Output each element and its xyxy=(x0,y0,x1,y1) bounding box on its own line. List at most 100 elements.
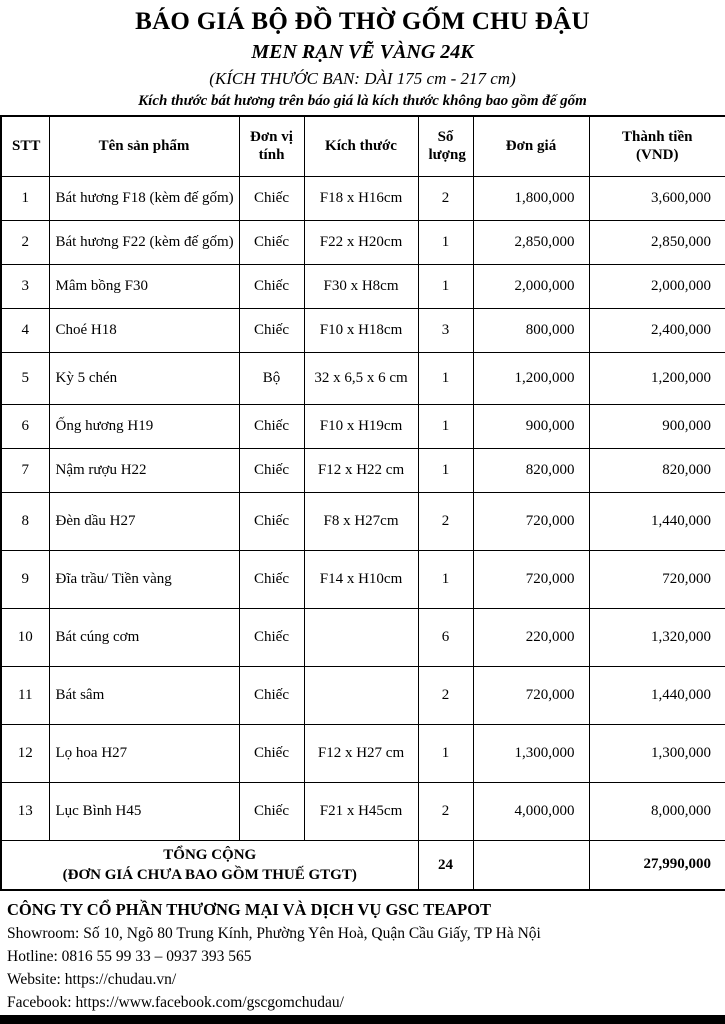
cell-unit: Chiếc xyxy=(238,665,305,725)
table-row: 8 Đèn dầu H27 Chiếc F8 x H27cm 2 720,000 1,440… xyxy=(0,491,725,551)
disclaimer-note: Kích thước bát hương trên báo giá là kíc… xyxy=(138,93,587,109)
cell-name: Bát sâm xyxy=(48,665,240,725)
company-contact-lines: Showroom: Số 10, Ngõ 80 Trung Kính, Phườ… xyxy=(7,922,719,1014)
cell-size: F14 x H10cm xyxy=(303,549,419,609)
cell-name: Ống hương H19 xyxy=(48,403,240,449)
total-quantity: 24 xyxy=(417,839,474,891)
table-row: 2 Bát hương F22 (kèm đế gốm) Chiếc F22 x H2… xyxy=(0,219,725,265)
cell-stt: 6 xyxy=(0,403,50,449)
bottom-border-bar xyxy=(0,1015,725,1024)
cell-unit_price: 220,000 xyxy=(472,607,590,667)
total-label-line1: TỔNG CỘNG xyxy=(163,846,257,863)
cell-unit_price: 900,000 xyxy=(472,403,590,449)
table-row: 10 Bát cúng cơm Chiếc 6 220,000 1,320,000 xyxy=(0,607,725,667)
cell-name: Lọ hoa H27 xyxy=(48,723,240,783)
cell-total: 8,000,000 xyxy=(588,781,725,841)
table-row: 12 Lọ hoa H27 Chiếc F12 x H27 cm 1 1,300,000 1… xyxy=(0,723,725,783)
cell-total: 1,320,000 xyxy=(588,607,725,667)
cell-qty: 1 xyxy=(417,447,474,493)
cell-name: Đèn dầu H27 xyxy=(48,491,240,551)
size-note: (KÍCH THƯỚC BAN: DÀI 175 cm - 217 cm) xyxy=(209,69,516,88)
cell-total: 1,440,000 xyxy=(588,665,725,725)
cell-qty: 3 xyxy=(417,307,474,353)
cell-stt: 1 xyxy=(0,175,50,221)
cell-stt: 5 xyxy=(0,351,50,405)
table-row: 3 Mâm bồng F30 Chiếc F30 x H8cm 1 2,000,000 2,… xyxy=(0,263,725,309)
cell-qty: 1 xyxy=(417,263,474,309)
cell-name: Đĩa trầu/ Tiền vàng xyxy=(48,549,240,609)
cell-unit: Chiếc xyxy=(238,781,305,841)
footer-line: Showroom: Số 10, Ngõ 80 Trung Kính, Phườ… xyxy=(7,925,541,942)
cell-qty: 1 xyxy=(417,403,474,449)
cell-unit_price: 720,000 xyxy=(472,665,590,725)
cell-total: 900,000 xyxy=(588,403,725,449)
cell-stt: 8 xyxy=(0,491,50,551)
table-row: 5 Kỳ 5 chén Bộ 32 x 6,5 x 6 cm 1 1,200,000 1,2… xyxy=(0,351,725,405)
cell-size: F10 x H18cm xyxy=(303,307,419,353)
cell-stt: 11 xyxy=(0,665,50,725)
cell-name: Bát hương F22 (kèm đế gốm) xyxy=(48,219,240,265)
cell-name: Choé H18 xyxy=(48,307,240,353)
cell-size: F22 x H20cm xyxy=(303,219,419,265)
cell-qty: 1 xyxy=(417,549,474,609)
cell-unit_price: 1,800,000 xyxy=(472,175,590,221)
cell-name: Bát hương F18 (kèm đế gốm) xyxy=(48,175,240,221)
cell-unit: Chiếc xyxy=(238,549,305,609)
page-subtitle: MEN RẠN VẼ VÀNG 24K xyxy=(251,41,474,63)
cell-unit_price: 800,000 xyxy=(472,307,590,353)
cell-size: F30 x H8cm xyxy=(303,263,419,309)
cell-name: Nậm rượu H22 xyxy=(48,447,240,493)
cell-unit_price: 4,000,000 xyxy=(472,781,590,841)
cell-qty: 1 xyxy=(417,723,474,783)
price-table: STT Tên sản phẩm Đơn vị tính Kích thước Số l… xyxy=(0,115,725,891)
cell-size: F8 x H27cm xyxy=(303,491,419,551)
total-row: TỔNG CỘNG (ĐƠN GIÁ CHƯA BAO GỒM THUẾ GTG… xyxy=(0,839,725,891)
cell-unit_price: 2,000,000 xyxy=(472,263,590,309)
cell-unit_price: 2,850,000 xyxy=(472,219,590,265)
cell-qty: 2 xyxy=(417,665,474,725)
cell-unit_price: 1,300,000 xyxy=(472,723,590,783)
cell-stt: 13 xyxy=(0,781,50,841)
cell-name: Mâm bồng F30 xyxy=(48,263,240,309)
cell-size xyxy=(303,607,419,667)
cell-name: Kỳ 5 chén xyxy=(48,351,240,405)
cell-size: F10 x H19cm xyxy=(303,403,419,449)
total-label-cell: TỔNG CỘNG (ĐƠN GIÁ CHƯA BAO GỒM THUẾ GTG… xyxy=(0,839,419,891)
document-header: BÁO GIÁ BỘ ĐỒ THỜ GỐM CHU ĐẬU MEN RẠN VẼ… xyxy=(0,0,725,110)
cell-unit: Chiếc xyxy=(238,175,305,221)
cell-unit: Bộ xyxy=(238,351,305,405)
column-header: Đơn giá xyxy=(472,115,590,177)
table-row: 7 Nậm rượu H22 Chiếc F12 x H22 cm 1 820,000 82… xyxy=(0,447,725,493)
cell-stt: 12 xyxy=(0,723,50,783)
cell-unit: Chiếc xyxy=(238,403,305,449)
cell-qty: 6 xyxy=(417,607,474,667)
page-title: BÁO GIÁ BỘ ĐỒ THỜ GỐM CHU ĐẬU xyxy=(135,8,590,35)
cell-unit_price: 820,000 xyxy=(472,447,590,493)
cell-unit_price: 1,200,000 xyxy=(472,351,590,405)
cell-size: F12 x H22 cm xyxy=(303,447,419,493)
cell-name: Lục Bình H45 xyxy=(48,781,240,841)
column-header: Tên sản phẩm xyxy=(48,115,240,177)
footer-line: Hotline: 0816 55 99 33 – 0937 393 565 xyxy=(7,948,252,965)
cell-size: F18 x H16cm xyxy=(303,175,419,221)
column-header: Đơn vị tính xyxy=(238,115,305,177)
cell-unit: Chiếc xyxy=(238,723,305,783)
cell-total: 2,850,000 xyxy=(588,219,725,265)
cell-total: 1,300,000 xyxy=(588,723,725,783)
company-footer: CÔNG TY CỔ PHẦN THƯƠNG MẠI VÀ DỊCH VỤ GS… xyxy=(0,891,725,1014)
cell-unit: Chiếc xyxy=(238,491,305,551)
cell-unit: Chiếc xyxy=(238,307,305,353)
cell-size: F12 x H27 cm xyxy=(303,723,419,783)
column-header: STT xyxy=(0,115,50,177)
cell-stt: 9 xyxy=(0,549,50,609)
table-row: 11 Bát sâm Chiếc 2 720,000 1,440,000 xyxy=(0,665,725,725)
cell-total: 1,200,000 xyxy=(588,351,725,405)
cell-unit: Chiếc xyxy=(238,607,305,667)
table-row: 4 Choé H18 Chiếc F10 x H18cm 3 800,000 2,400,0… xyxy=(0,307,725,353)
cell-stt: 4 xyxy=(0,307,50,353)
cell-total: 1,440,000 xyxy=(588,491,725,551)
footer-line: Website: https://chudau.vn/ xyxy=(7,971,177,988)
column-header: Thành tiền (VND) xyxy=(588,115,725,177)
total-unit-price-empty xyxy=(472,839,590,891)
